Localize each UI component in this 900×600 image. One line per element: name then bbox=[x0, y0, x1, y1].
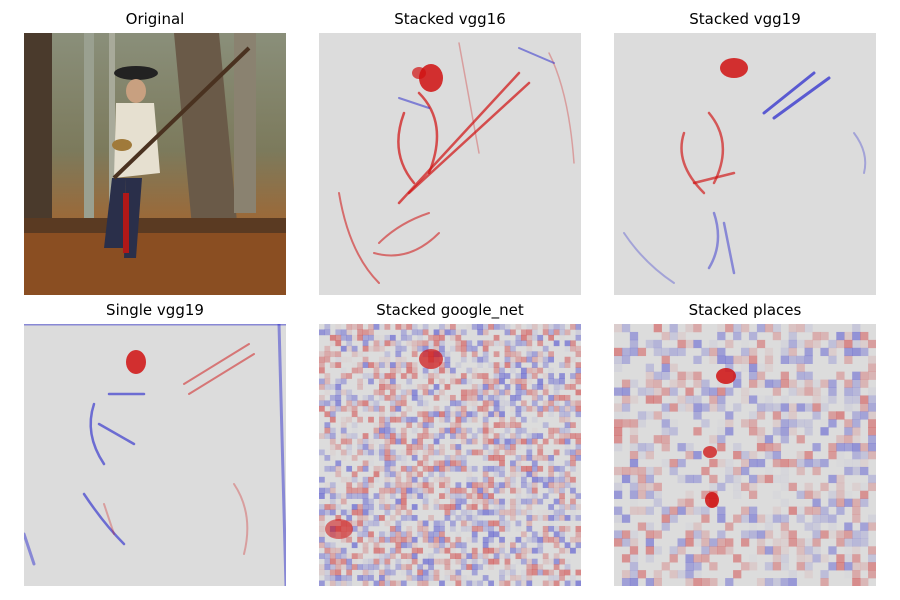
title-stacked-places: Stacked places bbox=[688, 301, 802, 319]
saliency-stacked-places bbox=[614, 324, 876, 586]
title-stacked-google-net: Stacked google_net bbox=[376, 301, 524, 319]
saliency-stacked-google-net bbox=[319, 324, 581, 586]
title-single-vgg19: Single vgg19 bbox=[106, 301, 204, 319]
saliency-stacked-vgg19 bbox=[614, 33, 876, 295]
title-stacked-vgg16: Stacked vgg16 bbox=[394, 10, 506, 28]
saliency-map-stacked-google-net bbox=[319, 324, 581, 586]
original-image-canvas bbox=[24, 33, 286, 295]
original-image bbox=[24, 33, 286, 295]
title-original: Original bbox=[125, 10, 185, 28]
title-stacked-vgg19: Stacked vgg19 bbox=[689, 10, 801, 28]
saliency-single-vgg19 bbox=[24, 324, 286, 586]
saliency-map-stacked-places bbox=[614, 324, 876, 586]
saliency-stacked-vgg16 bbox=[319, 33, 581, 295]
saliency-map-stacked-vgg16 bbox=[319, 33, 581, 295]
saliency-map-single-vgg19 bbox=[24, 324, 286, 586]
saliency-map-stacked-vgg19 bbox=[614, 33, 876, 295]
